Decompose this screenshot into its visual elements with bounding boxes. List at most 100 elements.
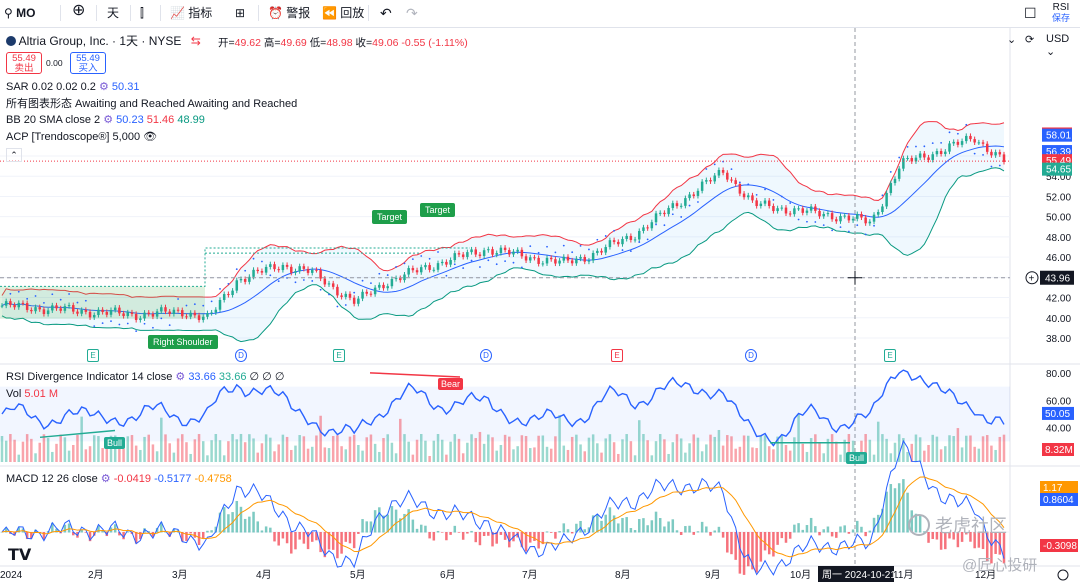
pattern-legend[interactable]: 所有图表形态 Awaiting and Reached Awaiting and… [6, 98, 298, 110]
settings-icon[interactable]: ⚙ [103, 114, 114, 126]
volume-bar [776, 436, 779, 462]
earnings-marker[interactable]: E [87, 349, 99, 362]
eye-icon[interactable]: 👁 [143, 131, 158, 143]
candle-body [487, 249, 490, 251]
volume-bar [256, 452, 259, 462]
refresh-icon[interactable]: ⟳ [1025, 34, 1035, 46]
sar-dot [898, 156, 901, 159]
settings-icon[interactable]: ⚙ [98, 81, 109, 93]
redo-icon[interactable]: ↷ [406, 5, 418, 21]
replay-button[interactable]: ⏪ 回放 [322, 4, 364, 22]
candle-body [160, 307, 163, 312]
scroll-down-icon[interactable]: ⌄ [1007, 34, 1017, 46]
dividend-marker[interactable]: D [745, 349, 757, 362]
equal-icon[interactable]: ⇆ [190, 34, 201, 48]
settings-icon[interactable]: ⚙ [100, 473, 111, 485]
macd-hist-bar [981, 532, 985, 550]
volume-bar [42, 434, 46, 462]
macd-hist-bar [260, 530, 264, 533]
macd-hist-bar [952, 532, 955, 540]
rsi-badge [1042, 443, 1074, 456]
volume-bar [788, 450, 792, 462]
volume-bar [558, 415, 561, 462]
price-badge [1042, 128, 1072, 142]
candle-type-icon[interactable]: ⫿ [140, 6, 144, 20]
pattern-target-line [0, 247, 470, 287]
candle-body [520, 249, 524, 257]
sar-dot [193, 303, 196, 306]
macd-hist-bar [84, 532, 88, 533]
price-tick-label: 38.00 [1046, 334, 1071, 345]
macd-badge-value: -0.3098 [1043, 541, 1077, 552]
macd-hist-bar [784, 532, 788, 543]
macd-hist-bar [696, 531, 700, 533]
macd-badge-value: 0.8604 [1043, 495, 1074, 506]
vol-legend[interactable]: Vol 5.01 M [6, 387, 58, 401]
sar-legend[interactable]: SAR 0.02 0.02 0.2 ⚙ 50.31 [6, 80, 139, 94]
rsi-label: RSI Divergence Indicator 14 close [6, 371, 173, 383]
dividend-marker[interactable]: D [480, 349, 492, 362]
alert-button[interactable]: ⏰ 警报 [268, 4, 310, 22]
candle-body [554, 259, 557, 264]
macd-hist-bar [596, 514, 599, 533]
candle-body [80, 309, 83, 314]
macd-hist-bar [658, 518, 662, 533]
sar-dot [487, 259, 490, 262]
compare-add-icon[interactable]: ⊕ [72, 2, 86, 19]
earnings-marker[interactable]: E [884, 349, 896, 362]
sar-dot [76, 301, 79, 304]
candle-body [189, 312, 192, 317]
indicators-button[interactable]: 📈 指标 [170, 4, 212, 22]
macd-hist-bar [629, 528, 633, 533]
symbol-title: Altria Group, Inc. · 1天 · NYSE ⇆ [6, 34, 201, 48]
layouts-icon[interactable]: ⊞ [235, 6, 246, 20]
candle-body [902, 158, 905, 169]
earnings-marker[interactable]: E [333, 349, 345, 362]
macd-hist-bar [113, 524, 117, 533]
rsi-legend[interactable]: RSI Divergence Indicator 14 close ⚙ 33.6… [6, 370, 284, 384]
volume-bar [411, 454, 415, 462]
dividend-marker[interactable]: D [235, 349, 247, 362]
interval-button[interactable]: 天 [107, 6, 120, 20]
volume-bar [612, 442, 616, 462]
macd-hist-bar [612, 515, 616, 533]
sar-dot [395, 266, 397, 268]
sar-dot [470, 259, 473, 262]
volume-bar [88, 446, 92, 462]
volume-bar [608, 434, 612, 462]
volume-bar [84, 449, 88, 462]
candle-body [755, 200, 758, 207]
buy-button[interactable]: 55.49 买入 [70, 52, 106, 74]
volume-bar [935, 436, 939, 462]
target-label-2: Target [420, 203, 456, 217]
candle-body [390, 279, 394, 287]
undo-icon[interactable]: ↶ [380, 5, 392, 21]
sar-dot [235, 268, 238, 271]
macd-legend[interactable]: MACD 12 26 close ⚙ -0.0419 -0.5177 -0.47… [6, 472, 232, 486]
candle-body [621, 238, 624, 245]
volume-bar [499, 444, 503, 462]
add-alert-icon: + [1029, 274, 1035, 285]
volume-bar [390, 442, 394, 462]
bb-legend[interactable]: BB 20 SMA close 2 ⚙ 50.23 51.46 48.99 [6, 113, 205, 127]
sar-dot [328, 293, 330, 296]
sell-button[interactable]: 55.49 卖出 [6, 52, 42, 74]
symbol-search[interactable]: ⚲ MO [4, 4, 35, 22]
candle-body [675, 203, 679, 207]
volume-bar [378, 451, 381, 462]
macd-hist-bar [608, 507, 612, 533]
settings-icon[interactable]: ⚙ [175, 371, 186, 383]
candle-body [566, 256, 570, 261]
macd-hist-bar [122, 532, 125, 540]
candle-body [122, 313, 125, 317]
earnings-marker[interactable]: E [611, 349, 623, 362]
currency-selector[interactable]: USD ⌄ [1046, 33, 1070, 58]
macd-hist-bar [63, 524, 67, 533]
collapse-legend-icon[interactable]: ⌃ [6, 148, 22, 162]
time-tick-label: 3月 [172, 569, 188, 581]
candle-body [776, 208, 779, 212]
acp-legend[interactable]: ACP [Trendoscope®] 5,000 👁 [6, 130, 157, 144]
layout-save-button[interactable]: RSI 保存 [1048, 2, 1074, 24]
fullscreen-icon[interactable]: ☐ [1024, 5, 1037, 21]
